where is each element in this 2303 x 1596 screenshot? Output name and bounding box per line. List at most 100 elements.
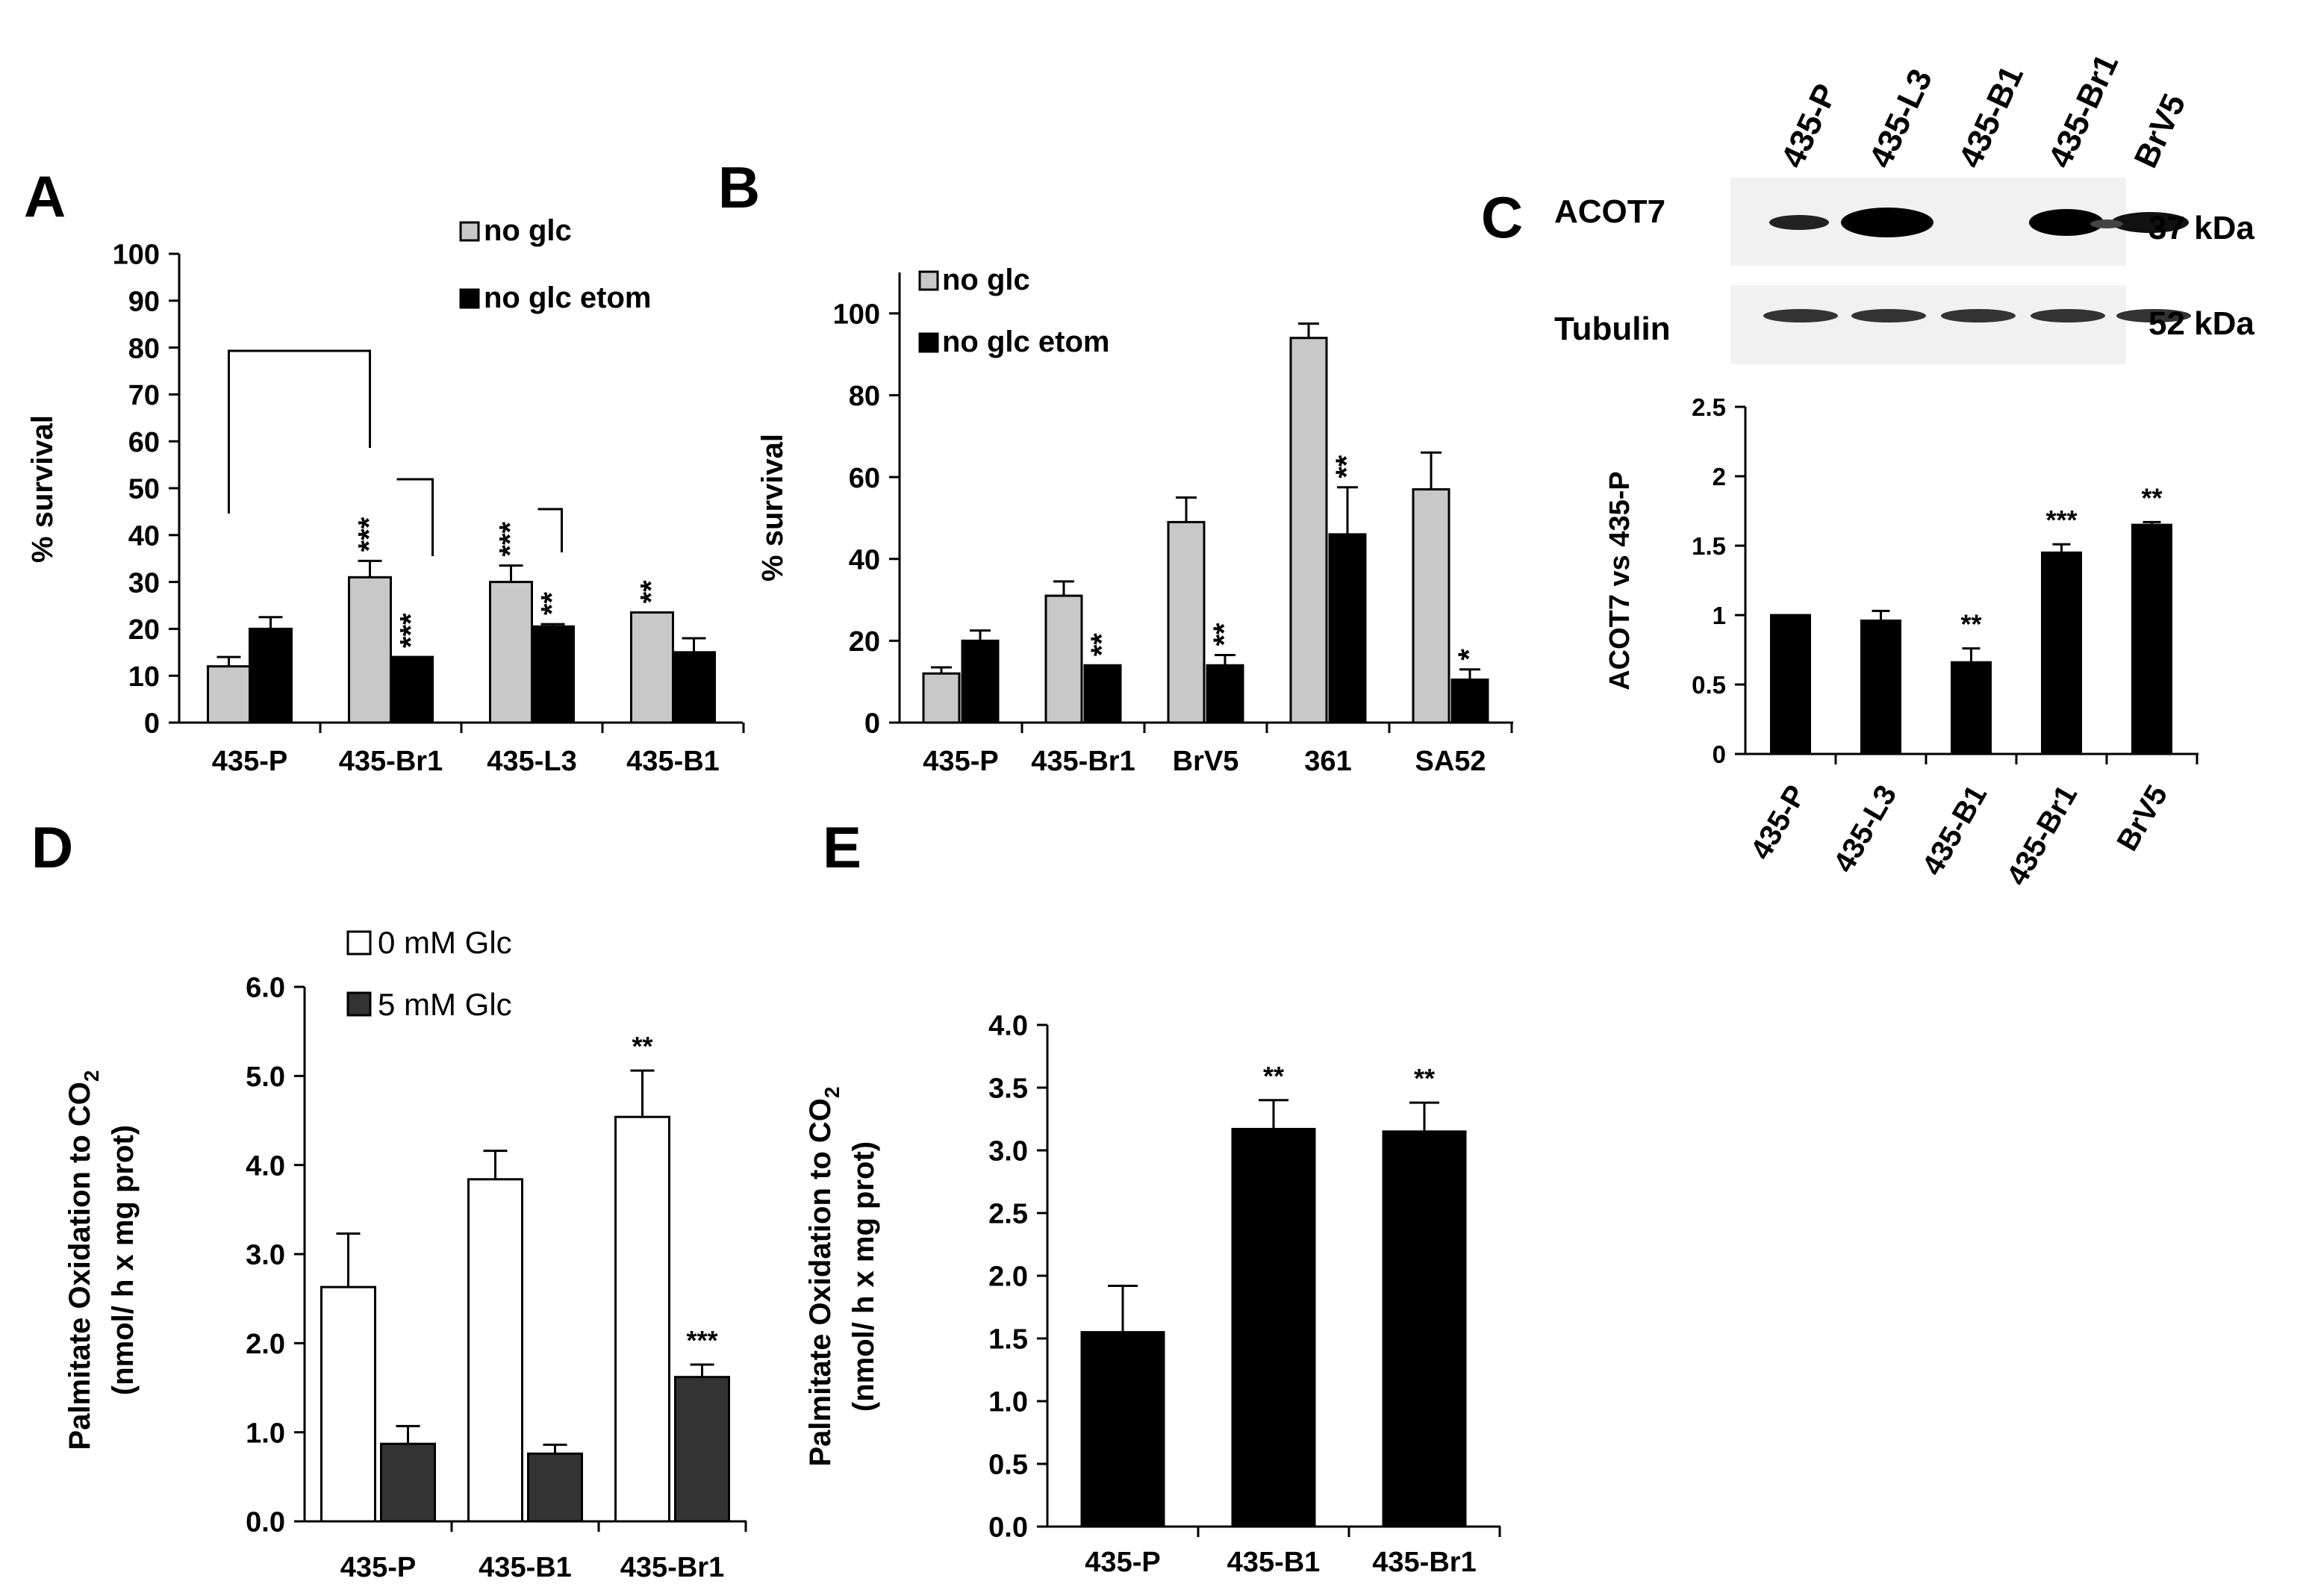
bar (1450, 678, 1489, 724)
y-tick-label: 90 (128, 286, 160, 317)
blot-lane-label: BrV5 (2128, 88, 2193, 173)
y-tick-label: 1.5 (988, 1324, 1028, 1356)
y-tick-label: 2.5 (988, 1199, 1028, 1230)
y-tick-label: 6.0 (246, 973, 285, 1004)
bar (489, 581, 533, 724)
bar (1206, 664, 1244, 724)
blot-strip-tubulin (1730, 285, 2126, 364)
legend-label: 5 mM Glc (378, 987, 512, 1022)
significance-stars: *** (686, 1325, 717, 1356)
blot-band (1851, 309, 1926, 322)
bar (614, 1115, 670, 1523)
bar (1080, 1331, 1165, 1528)
legend-label: no glc (942, 264, 1030, 296)
y-tick-label: 0.5 (988, 1450, 1028, 1481)
y-tick-label: 4.0 (246, 1150, 285, 1182)
legend-swatch (459, 221, 480, 242)
category-label: BrV5 (1173, 746, 1239, 777)
y-tick-label: 1 (1713, 602, 1726, 629)
significance-stars: * (1453, 649, 1486, 661)
legend-label: no glc etom (484, 281, 651, 314)
category-label: 435-B1 (626, 746, 720, 777)
category-label: 435-P (1745, 780, 1813, 865)
y-tick-label: 60 (128, 427, 160, 458)
y-tick-label: 40 (849, 544, 880, 576)
significance-stars: *** (353, 517, 386, 552)
blot-band (1941, 309, 2016, 322)
y-tick-label: 40 (128, 520, 160, 552)
category-label: 435-P (1085, 1547, 1160, 1578)
blot-protein-label: ACOT7 (1554, 193, 1665, 230)
y-tick-label: 0 (864, 708, 880, 740)
y-axis-label: Palmitate Oxidation to CO2 (63, 1070, 103, 1450)
comparison-bracket (537, 508, 563, 552)
bar (674, 1376, 730, 1523)
blot-band (2111, 212, 2189, 233)
y-tick-label: 60 (849, 463, 880, 494)
panel-letter: C (1481, 184, 1523, 250)
bar (207, 665, 251, 724)
bar (1412, 488, 1450, 724)
blot-band (1841, 208, 1933, 237)
bar (390, 655, 434, 724)
bar (249, 627, 293, 724)
y-tick-label: 80 (849, 381, 880, 412)
y-tick-label: 1.5 (1692, 532, 1726, 560)
category-label: 435-B1 (479, 1552, 572, 1583)
significance-stars: ** (536, 592, 569, 616)
bar (1231, 1127, 1316, 1528)
blot-band (2116, 309, 2191, 322)
bar (1044, 594, 1083, 724)
y-tick-label: 100 (833, 299, 880, 330)
y-tick-label: 0.0 (246, 1507, 285, 1539)
category-label: 435-Br1 (1031, 746, 1135, 777)
y-tick-label: 70 (128, 380, 160, 411)
y-tick-label: 0.5 (1692, 671, 1726, 699)
y-tick-label: 0 (144, 708, 160, 740)
legend-swatch (346, 991, 372, 1017)
y-tick-label: 5.0 (246, 1062, 285, 1093)
legend-label: no glc etom (942, 325, 1109, 358)
y-tick-label: 0 (1713, 741, 1726, 768)
blot-lane-label: 435-P (1774, 78, 1845, 173)
significance-stars: ** (2141, 482, 2162, 513)
y-tick-label: 1.0 (988, 1387, 1028, 1418)
category-label: 435-P (212, 746, 287, 777)
y-tick-label: 100 (113, 240, 160, 271)
y-tick-label: 3.0 (246, 1240, 285, 1271)
category-label: 435-P (923, 746, 998, 777)
legend-swatch (459, 288, 480, 309)
y-tick-label: 4.0 (988, 1011, 1028, 1042)
y-axis-label-units: (nmol/ h x mg prot) (847, 1141, 880, 1412)
y-tick-label: 80 (128, 333, 160, 364)
bar (672, 651, 716, 724)
bar (348, 576, 392, 724)
y-tick-label: 2.5 (1692, 393, 1726, 421)
y-axis-label: % survival (26, 415, 59, 563)
blot-band (1769, 215, 1829, 230)
category-label: 361 (1304, 746, 1351, 777)
category-label: 435-L3 (487, 746, 576, 777)
legend-label: no glc (484, 214, 572, 247)
bar (2041, 551, 2082, 755)
legend-swatch (918, 270, 939, 291)
y-tick-label: 20 (849, 626, 880, 658)
y-tick-label: 2.0 (246, 1329, 285, 1360)
bar (1289, 337, 1328, 724)
category-label: BrV5 (2110, 780, 2174, 857)
category-label: 435-L3 (1827, 780, 1903, 879)
category-label: 435-P (340, 1552, 416, 1583)
y-axis-label: Palmitate Oxidation to CO2 (804, 1087, 844, 1467)
y-tick-label: 3.0 (988, 1136, 1028, 1168)
panel-letter: B (718, 155, 760, 220)
y-tick-label: 1.0 (246, 1418, 285, 1449)
comparison-bracket (228, 349, 371, 514)
bar (961, 639, 1000, 724)
panel-A: 0102030405060708090100*************435-P… (24, 163, 745, 777)
legend-swatch (918, 332, 939, 353)
bar (922, 672, 961, 724)
blot-lane-label: 435-Br1 (2042, 49, 2126, 173)
blot-band (1763, 309, 1838, 322)
